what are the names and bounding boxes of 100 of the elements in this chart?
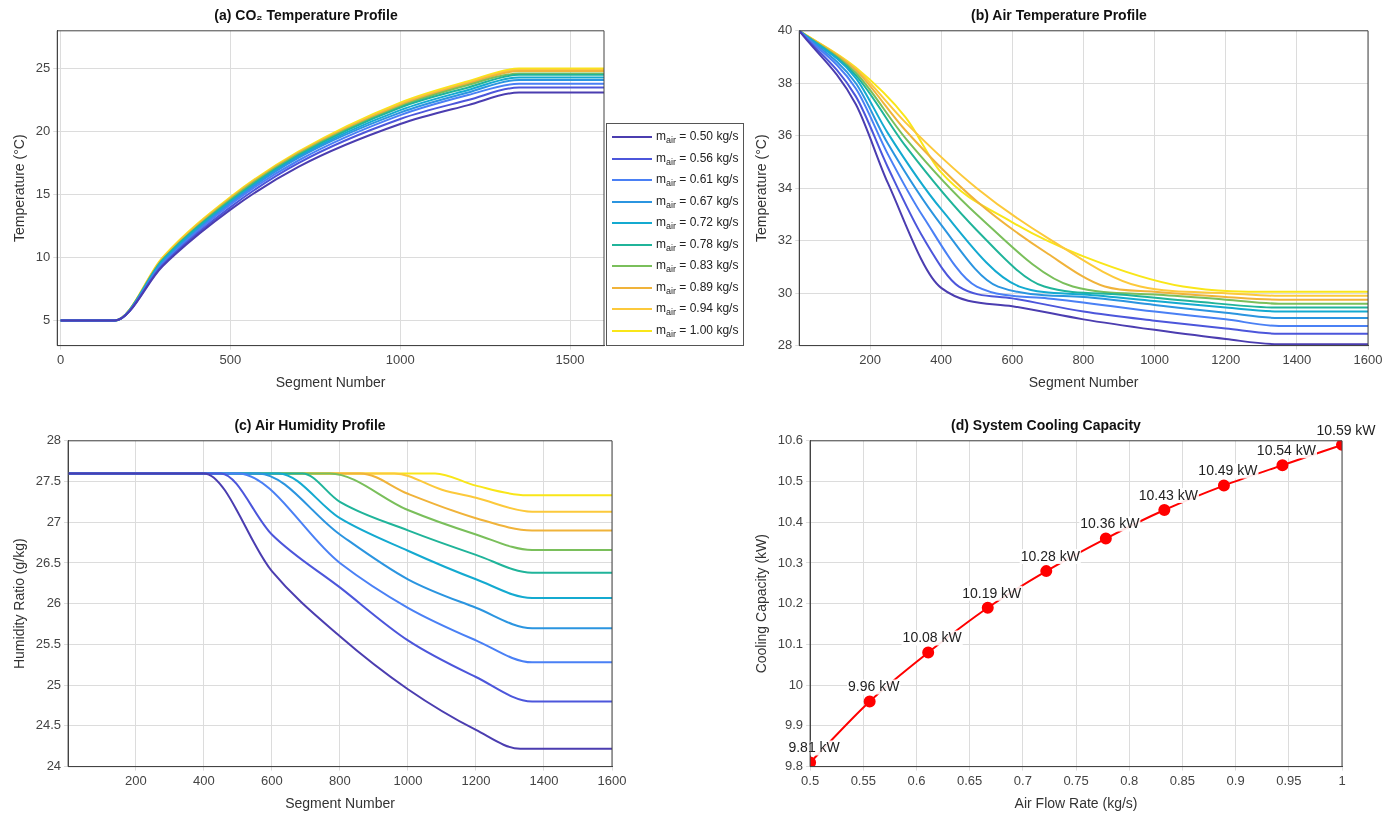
point — [1040, 565, 1053, 578]
x-tick-label: 1600 — [597, 772, 627, 788]
x-tick-label: 0.75 — [1063, 772, 1089, 788]
data-label: 10.28 kW — [1020, 547, 1081, 564]
y-tick-label: 5 — [43, 311, 51, 327]
x-tick-label: 600 — [1001, 351, 1024, 367]
x-tick-label: 1000 — [1140, 351, 1170, 367]
chart-title: (d) System Cooling Capacity — [951, 417, 1142, 434]
x-tick-label: 1000 — [393, 772, 423, 788]
data-label: 10.49 kW — [1198, 462, 1259, 479]
x-tick-label: 0.6 — [907, 772, 926, 788]
legend-label: m$_{air}$ = 0.94 kg/s — [656, 301, 739, 318]
data-label: 9.96 kW — [847, 678, 901, 695]
x-tick-label: 1200 — [461, 772, 491, 788]
x-tick-label: 0.7 — [1013, 772, 1032, 788]
y-tick-label: 9.8 — [785, 758, 804, 774]
legend-label: m$_{air}$ = 1.00 kg/s — [656, 322, 739, 340]
y-tick-label: 27.5 — [35, 473, 62, 489]
y-tick-label: 10.1 — [777, 636, 804, 651]
x-tick-label: 800 — [329, 772, 351, 788]
point — [863, 695, 876, 708]
point — [1276, 459, 1289, 472]
x-tick-label: 1500 — [555, 351, 585, 367]
x-tick-label: 1400 — [1282, 351, 1312, 367]
x-tick-label: 0.55 — [850, 772, 876, 788]
x-tick-label: 0.85 — [1169, 772, 1196, 788]
x-tick-label: 1600 — [1353, 351, 1383, 367]
legend-label: m$_{air}$ = 0.89 kg/s — [656, 279, 739, 297]
y-tick-label: 10 — [788, 676, 804, 692]
x-tick-label: 1400 — [529, 772, 559, 788]
y-tick-label: 10 — [35, 249, 51, 265]
y-tick-label: 28 — [777, 337, 793, 353]
x-axis-title: Segment Number — [1028, 374, 1139, 391]
x-tick-label: 500 — [219, 351, 242, 367]
data-label: 10.59 kW — [1316, 421, 1377, 438]
y-tick-label: 24 — [46, 758, 62, 774]
y-tick-label: 26.5 — [35, 554, 62, 570]
data-label: 10.36 kW — [1080, 515, 1141, 532]
point — [922, 646, 935, 659]
y-tick-label: 28 — [46, 432, 62, 448]
data-label: 10.08 kW — [902, 629, 963, 646]
y-tick-label: 25 — [46, 676, 62, 692]
data-label: 9.81 kW — [788, 739, 841, 756]
x-tick-label: 600 — [261, 772, 283, 788]
x-tick-label: 200 — [859, 351, 881, 367]
y-tick-label: 36 — [777, 127, 793, 143]
legend-label: m$_{air}$ = 0.72 kg/s — [656, 215, 739, 232]
data-label: 10.43 kW — [1138, 486, 1199, 503]
y-tick-label: 10.5 — [777, 473, 804, 489]
chart-title: (b) Air Temperature Profile — [971, 7, 1148, 24]
legend-label: m$_{air}$ = 0.61 kg/s — [656, 172, 739, 189]
legend-label: m$_{air}$ = 0.83 kg/s — [656, 258, 739, 275]
y-tick-label: 10.6 — [777, 432, 804, 448]
y-tick-label: 20 — [35, 123, 51, 139]
data-label: 10.54 kW — [1256, 442, 1317, 459]
y-tick-label: 27 — [46, 513, 62, 529]
point — [1217, 479, 1230, 492]
x-axis-title: Air Flow Rate (kg/s) — [1014, 795, 1138, 812]
legend-label: m$_{air}$ = 0.67 kg/s — [656, 193, 739, 211]
data-label: 10.19 kW — [962, 584, 1023, 601]
x-tick-label: 0.65 — [957, 772, 983, 788]
legend-label: m$_{air}$ = 0.78 kg/s — [656, 236, 739, 254]
x-tick-label: 1 — [1338, 772, 1346, 788]
x-tick-label: 0 — [57, 351, 65, 367]
x-axis-title: Segment Number — [275, 374, 386, 391]
y-axis-title: Cooling Capacity (kW) — [753, 534, 770, 674]
point — [1099, 532, 1112, 545]
x-tick-label: 0.95 — [1276, 772, 1302, 788]
x-tick-label: 400 — [192, 772, 215, 788]
legend-label: m$_{air}$ = 0.56 kg/s — [656, 150, 739, 168]
y-tick-label: 30 — [777, 284, 793, 300]
legend-label: m$_{air}$ = 0.50 kg/s — [656, 129, 739, 146]
y-tick-label: 10.3 — [777, 554, 804, 570]
y-tick-label: 15 — [35, 186, 51, 202]
y-tick-label: 24.5 — [35, 717, 62, 733]
x-tick-label: 0.8 — [1120, 772, 1139, 788]
y-axis-title: Humidity Ratio (g/kg) — [11, 538, 28, 670]
x-tick-label: 200 — [124, 772, 147, 788]
y-axis-title: Temperature (°C) — [753, 134, 770, 242]
point — [981, 601, 994, 614]
x-tick-label: 1200 — [1211, 351, 1241, 367]
y-tick-label: 26 — [46, 595, 62, 611]
x-tick-label: 800 — [1072, 351, 1095, 367]
y-tick-label: 38 — [777, 74, 793, 90]
x-axis-title: Segment Number — [285, 795, 396, 812]
x-tick-label: 1000 — [385, 351, 415, 367]
y-axis-title: Temperature (°C) — [11, 134, 28, 242]
chart-title: (a) CO₂ Temperature Profile — [214, 7, 398, 24]
point — [1158, 504, 1171, 517]
y-tick-label: 25.5 — [35, 636, 62, 651]
x-tick-label: 0.9 — [1226, 772, 1245, 788]
chart-title: (c) Air Humidity Profile — [234, 417, 386, 434]
y-tick-label: 32 — [777, 232, 793, 248]
y-tick-label: 25 — [35, 60, 51, 76]
y-tick-label: 40 — [777, 22, 793, 38]
y-tick-label: 10.2 — [777, 595, 804, 611]
x-tick-label: 400 — [930, 351, 953, 367]
x-tick-label: 0.5 — [801, 772, 820, 788]
y-tick-label: 34 — [777, 179, 793, 195]
y-tick-label: 10.4 — [777, 513, 804, 529]
